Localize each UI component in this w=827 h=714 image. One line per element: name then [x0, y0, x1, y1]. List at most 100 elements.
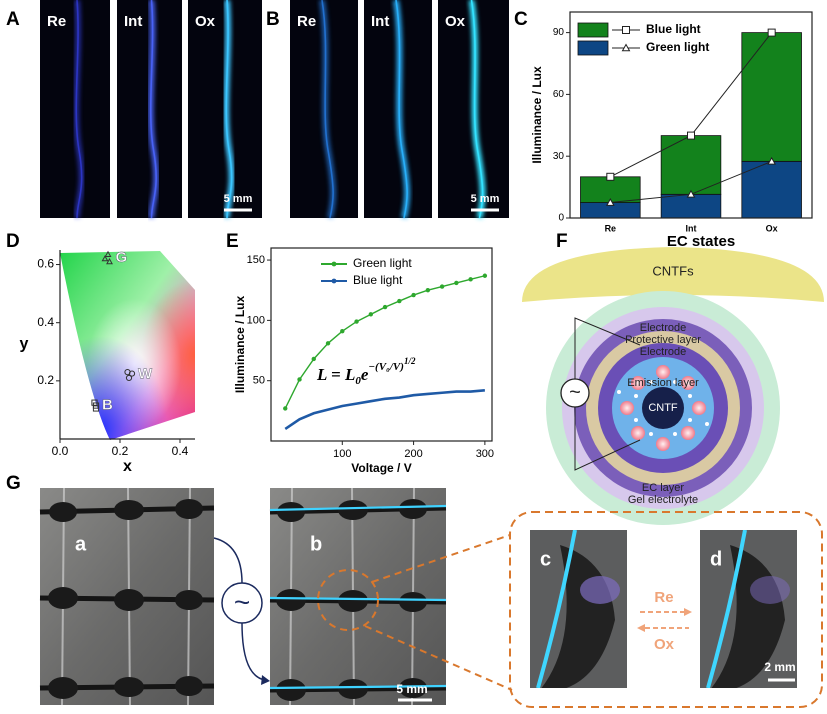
y-tick-label: 0 — [558, 213, 564, 224]
photo-label: Int — [371, 13, 389, 30]
point-marker — [454, 280, 459, 286]
y-axis-label: Illuminance / Lux — [530, 66, 544, 164]
y-tick-label: 60 — [553, 89, 565, 100]
series-label: B — [102, 397, 113, 414]
equation-part: e — [361, 365, 369, 384]
plot-frame — [569, 11, 813, 219]
y-tick-label: 0.2 — [37, 373, 54, 387]
switch-arrows — [640, 611, 689, 629]
legend-label: Blue light — [646, 22, 701, 36]
x-axis-label: x — [123, 458, 132, 475]
series-line — [284, 275, 486, 409]
bar-segment — [741, 32, 802, 162]
zoom-photo — [530, 530, 627, 688]
point-marker — [325, 341, 331, 346]
y-tick-label: 150 — [247, 254, 265, 266]
point-marker — [297, 377, 302, 382]
y-tick-label: 100 — [247, 314, 265, 326]
x-tick-label: 0.0 — [52, 444, 69, 458]
fiber — [75, 0, 83, 219]
x-axis-label: EC states — [667, 233, 735, 250]
x-tick-label: 0.2 — [112, 444, 129, 458]
y-tick-label: 0.6 — [37, 257, 54, 271]
y-axis-label: Illuminance / Lux — [233, 296, 247, 394]
point-marker — [283, 406, 288, 411]
point-marker — [439, 284, 445, 289]
point-marker — [340, 329, 345, 334]
layer-label: Emission layer — [627, 377, 699, 389]
cntfs-label: CNTFs — [652, 263, 694, 278]
y-tick-label: 90 — [553, 27, 565, 38]
series-label: W — [138, 366, 153, 383]
legend-label: Blue light — [353, 273, 403, 287]
scale-bar-label: 2 mm — [764, 660, 795, 674]
photo-label: Int — [124, 13, 142, 30]
y-tick-label: 30 — [553, 151, 565, 162]
y-tick-label: 0.4 — [37, 315, 54, 329]
x-tick-label: 0.4 — [172, 444, 189, 458]
photo-label: Re — [297, 13, 316, 30]
photo-label: c — [540, 548, 551, 570]
fabric-photo — [39, 487, 215, 706]
point-marker — [687, 131, 695, 140]
point-marker — [311, 356, 316, 362]
fiber — [395, 0, 408, 219]
x-tick-label: Ox — [766, 223, 778, 233]
plot-frame — [270, 247, 493, 442]
photo-label: a — [75, 533, 87, 555]
point-marker — [382, 304, 388, 310]
panel-label: C — [514, 9, 528, 30]
fiber — [225, 0, 233, 219]
point-marker — [101, 255, 109, 262]
point-marker — [425, 288, 431, 293]
fiber — [321, 0, 334, 219]
panel-label: E — [226, 231, 239, 252]
fiber — [149, 0, 157, 219]
point-marker — [397, 298, 402, 304]
y-tick-label: 50 — [253, 375, 265, 387]
equation: L = L0e−(V₀/V)1/2 — [316, 356, 416, 386]
layer-label: CNTF — [648, 402, 678, 414]
point-marker — [128, 370, 136, 377]
x-tick-label: Int — [686, 223, 697, 233]
point-marker — [482, 273, 488, 278]
photo-label: d — [710, 548, 722, 570]
legend-marker — [622, 26, 630, 34]
point-marker — [606, 172, 615, 181]
legend-marker — [331, 261, 337, 267]
point-marker — [125, 374, 133, 382]
zoom-photo — [700, 530, 797, 688]
point-marker — [354, 319, 359, 324]
point-marker — [104, 250, 112, 257]
panel-label: A — [6, 9, 20, 30]
legend-swatch — [577, 40, 609, 56]
point-marker — [411, 292, 416, 298]
point-marker — [468, 277, 473, 282]
point-marker — [106, 258, 113, 265]
panel-label: B — [266, 9, 280, 30]
bar-segment — [660, 193, 722, 219]
layer-label: EC layer — [642, 482, 685, 494]
scale-bar-label: 5 mm — [224, 193, 253, 205]
point-marker — [767, 156, 777, 165]
point-marker — [686, 189, 696, 198]
equation-part: −(V₀/V) — [368, 361, 404, 373]
x-tick-label: 100 — [333, 448, 351, 460]
x-tick-label: 300 — [476, 448, 494, 460]
legend-marker — [331, 278, 337, 284]
reverse-label: Ox — [654, 636, 675, 653]
arrow-head — [637, 608, 692, 632]
x-tick-label: Re — [605, 223, 617, 233]
point-marker — [767, 28, 776, 37]
fiber — [470, 0, 484, 219]
layer-diagram — [522, 247, 824, 525]
cie-gamut — [60, 251, 195, 440]
bar-segment — [741, 160, 802, 219]
photo-label: Ox — [195, 13, 216, 30]
equation-part: 0 — [355, 375, 361, 387]
series-line — [284, 389, 485, 431]
source-symbol: ~ — [569, 381, 581, 403]
x-tick-label: 200 — [404, 448, 422, 460]
